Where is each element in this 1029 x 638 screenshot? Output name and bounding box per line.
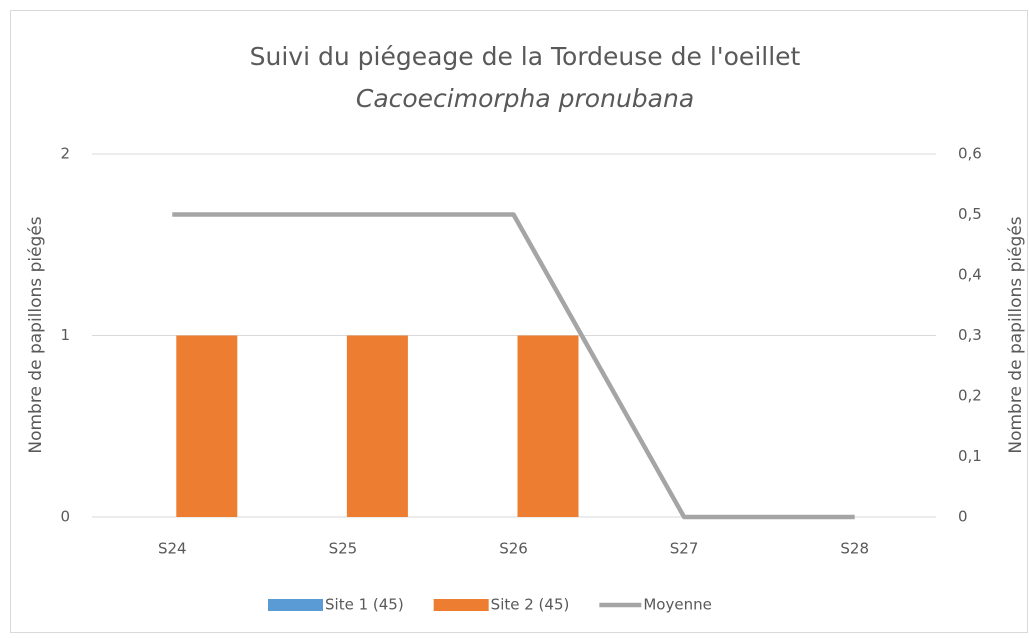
- chart-title: Suivi du piégeage de la Tordeuse de l'oe…: [250, 42, 801, 71]
- line: [172, 212, 855, 520]
- y2-tick-label: 0: [958, 508, 968, 526]
- y2-tick-label: 0,4: [958, 266, 982, 284]
- x-tick-label: S27: [670, 540, 699, 558]
- bar: [346, 335, 408, 517]
- bar: [517, 335, 579, 517]
- legend-label: Site 1 (45): [325, 596, 404, 614]
- legend-swatch: [268, 599, 323, 611]
- y-axis-label: Nombre de papillons piégés: [26, 216, 46, 453]
- y2-tick-label: 0,2: [958, 387, 982, 405]
- x-tick-label: S25: [329, 540, 358, 558]
- legend-label: Site 2 (45): [491, 596, 570, 614]
- y2-axis-label: Nombre de papillons piégés: [1006, 216, 1026, 453]
- x-tick-label: S28: [840, 540, 869, 558]
- y2-tick-label: 0,3: [958, 326, 982, 344]
- y-tick-label: 2: [60, 145, 70, 163]
- y-tick-label: 0: [60, 508, 70, 526]
- y2-tick-label: 0,5: [958, 205, 982, 223]
- legend-swatch: [433, 599, 489, 611]
- chart-border: [10, 10, 1028, 633]
- chart-subtitle: Cacoecimorpha pronubana: [356, 84, 694, 113]
- bar: [176, 335, 238, 517]
- x-tick-label: S26: [499, 540, 528, 558]
- x-tick-label: S24: [158, 540, 187, 558]
- y2-tick-label: 0,1: [958, 447, 982, 465]
- y2-tick-label: 0,6: [958, 145, 982, 163]
- y-tick-label: 1: [60, 326, 70, 344]
- legend-label: Moyenne: [643, 596, 711, 614]
